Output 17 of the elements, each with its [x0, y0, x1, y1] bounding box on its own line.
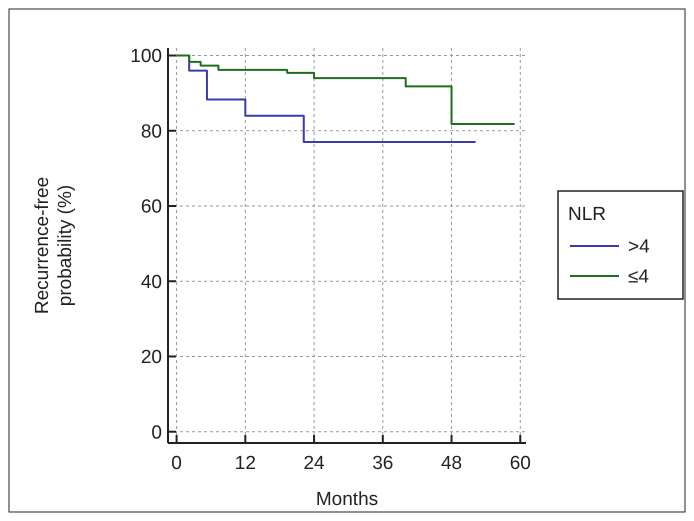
- y-tick-label: 60: [140, 196, 162, 218]
- y-tick-label: 20: [140, 347, 162, 368]
- x-tick-label: 0: [171, 453, 182, 474]
- y-axis-title: Recurrence-free probability (%): [32, 176, 76, 314]
- x-tick-label: 48: [440, 453, 462, 474]
- x-tick-label: 24: [303, 453, 326, 474]
- legend-label: >4: [628, 236, 650, 258]
- x-tick-label: 36: [372, 453, 394, 474]
- x-tick-label: 60: [510, 453, 531, 474]
- y-tick-label: 40: [140, 272, 162, 293]
- y-tick-label: 80: [140, 121, 162, 142]
- x-axis-title: Months: [316, 489, 378, 510]
- y-tick-label: 100: [130, 46, 162, 68]
- x-tick-label: 12: [234, 453, 256, 474]
- y-tick-label: 0: [151, 422, 162, 444]
- legend-label: ≤4: [628, 266, 650, 288]
- legend-title: NLR: [568, 204, 606, 225]
